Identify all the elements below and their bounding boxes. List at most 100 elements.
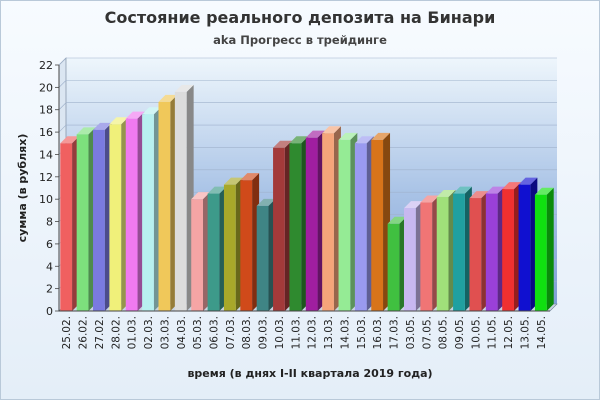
bar-top: [420, 195, 440, 203]
bar-front: [485, 193, 498, 311]
bar-top: [289, 136, 309, 144]
x-tick-label: 28.02.: [110, 316, 122, 349]
x-tick-label: 06.03.: [208, 316, 220, 349]
bar-top: [240, 173, 260, 181]
bar-front: [142, 114, 154, 311]
bar: [387, 216, 407, 311]
bar: [223, 177, 243, 311]
chart-subtitle: aka Прогресс в трейдинге: [213, 33, 387, 47]
gridline: [58, 102, 67, 110]
x-tick-label: 07.05.: [421, 316, 433, 349]
bar: [142, 107, 161, 311]
bar: [403, 201, 423, 311]
bar-top: [109, 117, 129, 125]
x-tick-label: 26.02.: [78, 316, 90, 349]
bar-front: [109, 124, 122, 311]
bar-front: [420, 202, 433, 311]
bar-front: [256, 205, 269, 311]
bar-front: [93, 129, 105, 311]
bar: [338, 132, 358, 311]
bar-top: [125, 111, 145, 119]
bar-front: [240, 180, 253, 311]
x-tick-label: 03.05.: [405, 316, 417, 349]
gridline: [58, 124, 67, 133]
y-tick-label: 18: [39, 104, 53, 117]
bar-top: [518, 177, 538, 185]
bar-top: [223, 177, 243, 185]
bar-front: [191, 199, 204, 311]
y-tick-label: 4: [46, 260, 53, 273]
bar-top: [371, 132, 391, 140]
bar-top: [93, 122, 112, 130]
x-tick-label: 10.05.: [470, 316, 482, 349]
x-tick-label: 08.05.: [438, 316, 450, 349]
x-tick-label: 03.03.: [159, 316, 171, 349]
bar-front: [289, 143, 302, 311]
bar: [322, 126, 341, 311]
bar: [125, 111, 145, 311]
bar-front: [223, 184, 236, 311]
bar-front: [453, 193, 465, 311]
bar: [436, 189, 456, 311]
x-tick-label: 04.03.: [176, 316, 188, 349]
bar-front: [60, 143, 73, 311]
y-tick-label: 10: [39, 193, 53, 206]
y-axis-title: сумма (в рублях): [16, 134, 29, 243]
bar-front: [436, 196, 449, 311]
bar-top: [387, 216, 407, 224]
x-tick-label: 02.03.: [143, 316, 155, 349]
x-tick-label: 01.03.: [127, 316, 139, 349]
x-tick-label: 17.03.: [389, 316, 401, 349]
bar-front: [305, 137, 318, 311]
bar-top: [305, 130, 325, 138]
bar-top: [76, 127, 96, 135]
gridline: [58, 80, 67, 88]
y-tick-label: 14: [39, 148, 53, 161]
x-tick-label: 13.05.: [519, 316, 531, 349]
bar-top: [273, 140, 292, 148]
gridline: [58, 57, 67, 66]
x-tick-label: 11.05.: [487, 316, 499, 349]
x-tick-label: 08.03.: [241, 316, 253, 349]
bar: [240, 173, 260, 311]
x-tick-label: 27.02.: [94, 316, 106, 349]
bar-front: [174, 91, 187, 311]
bar-top: [322, 126, 341, 134]
bar-top: [502, 182, 521, 190]
bar: [76, 127, 96, 311]
bar: [289, 136, 309, 311]
bar: [534, 187, 554, 311]
x-tick-label: 15.03.: [356, 316, 368, 349]
bar: [371, 132, 391, 311]
bar-top: [191, 192, 211, 200]
x-tick-label: 14.05.: [536, 316, 548, 349]
x-tick-label: 10.03.: [274, 316, 286, 349]
x-axis-title: время (в днях I-II квартала 2019 года): [187, 367, 432, 380]
x-tick-label: 05.03.: [192, 316, 204, 349]
bar-front: [76, 134, 89, 311]
y-tick-label: 12: [39, 171, 53, 184]
bar: [273, 140, 292, 311]
bar-front: [469, 198, 482, 311]
bar-front: [273, 147, 285, 311]
bar-top: [453, 186, 472, 194]
x-tick-label: 13.03.: [323, 316, 335, 349]
bar-top: [485, 186, 505, 194]
bar-front: [125, 118, 138, 311]
bar-top: [469, 191, 489, 199]
bar-front: [322, 133, 334, 311]
bar-top: [142, 107, 161, 115]
y-tick-label: 2: [46, 283, 53, 296]
bar-front: [387, 223, 400, 311]
bar: [109, 117, 129, 311]
bar-front: [518, 184, 531, 311]
x-tick-label: 09.03.: [258, 316, 270, 349]
bar: [354, 136, 374, 311]
bar: [158, 94, 178, 312]
bar-top: [60, 136, 80, 144]
bar-front: [158, 101, 171, 312]
bar-front: [371, 139, 384, 311]
bar: [305, 130, 325, 311]
x-tick-label: 14.03.: [339, 316, 351, 349]
